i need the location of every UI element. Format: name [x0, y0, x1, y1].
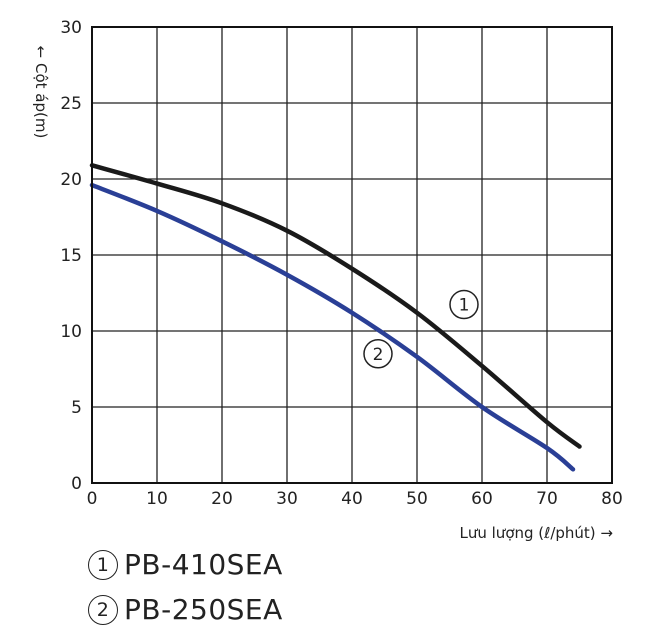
x-tick-label-5: 50 — [406, 489, 428, 509]
x-tick-label-3: 30 — [276, 489, 298, 509]
y-tick-label-1: 5 — [71, 398, 82, 418]
curve-markers: 12 — [363, 289, 479, 369]
series-line-1 — [89, 163, 582, 449]
curve-marker-circle-2 — [363, 339, 393, 369]
x-tick-label-1: 10 — [146, 489, 168, 509]
x-axis-label: Lưu lượng (ℓ/phút) → — [460, 524, 614, 542]
curve-marker-circle-1 — [449, 289, 479, 320]
grid-lines — [91, 26, 613, 484]
x-tick-label-6: 60 — [471, 489, 493, 509]
curve-marker-label-2: 2 — [373, 345, 384, 365]
y-tick-label-4: 20 — [60, 170, 82, 190]
x-tick-label-8: 80 — [601, 489, 623, 509]
x-tick-label-7: 70 — [536, 489, 558, 509]
x-tick-label-2: 20 — [211, 489, 233, 509]
y-tick-label-3: 15 — [60, 246, 82, 266]
y-axis-label: ← Cột áp(m) — [32, 46, 50, 139]
y-tick-labels: 0 5 10 15 20 25 30 — [60, 18, 82, 494]
legend-marker-1: 1 — [88, 549, 118, 580]
y-tick-label-6: 30 — [60, 18, 82, 38]
performance-curves — [89, 163, 582, 472]
legend-item-1: 1 PB-410SEA — [88, 548, 283, 581]
y-tick-label-5: 25 — [60, 94, 82, 114]
y-tick-label-0: 0 — [71, 474, 82, 494]
x-tick-label-4: 40 — [341, 489, 363, 509]
legend-label-2: PB-250SEA — [124, 593, 283, 626]
legend-marker-2: 2 — [88, 594, 118, 625]
legend-item-2: 2 PB-250SEA — [88, 593, 283, 626]
y-tick-label-2: 10 — [60, 322, 82, 342]
x-tick-label-0: 0 — [87, 489, 98, 509]
curve-marker-label-1: 1 — [459, 296, 470, 316]
plot-frame — [91, 26, 613, 484]
x-tick-labels: 0 10 20 30 40 50 60 70 80 — [87, 489, 623, 509]
legend-label-1: PB-410SEA — [124, 548, 283, 581]
series-line-2 — [89, 182, 576, 472]
plot-border — [91, 26, 613, 484]
